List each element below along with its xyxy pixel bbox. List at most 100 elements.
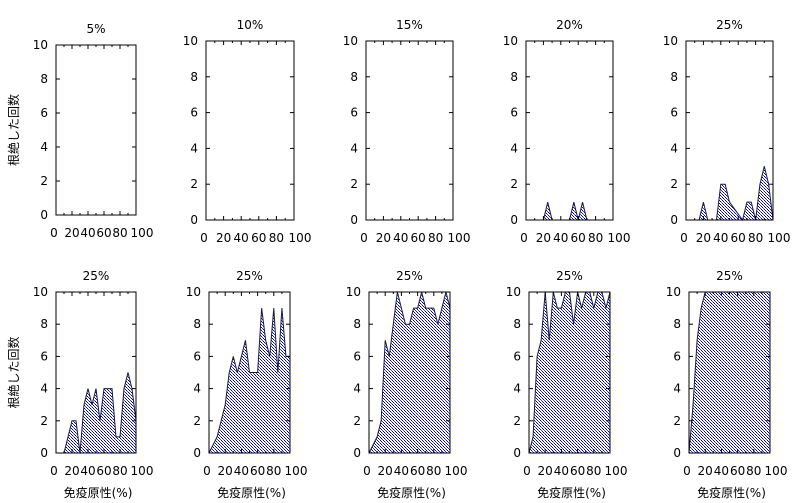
y-tick-label: 2 (40, 174, 48, 188)
x-tick-label: 100 (765, 464, 788, 478)
x-tick-label: 0 (360, 231, 368, 245)
x-tick-label: 0 (50, 226, 58, 240)
subplot-title: 25% (716, 269, 743, 283)
y-tick-label: 2 (190, 177, 198, 191)
x-tick-label: 60 (250, 464, 265, 478)
x-tick-label: 40 (393, 231, 408, 245)
x-tick-label: 60 (570, 464, 585, 478)
y-tick-label: 8 (350, 70, 358, 84)
y-tick-label: 10 (33, 285, 48, 299)
x-tick-label: 80 (588, 231, 603, 245)
y-tick-label: 8 (510, 70, 518, 84)
y-tick-label: 4 (350, 141, 358, 155)
y-tick-label: 6 (673, 349, 681, 363)
x-tick-label: 80 (269, 231, 284, 245)
y-tick-label: 10 (506, 285, 521, 299)
x-tick-label: 100 (289, 231, 312, 245)
y-tick-label: 6 (40, 106, 48, 120)
y-tick-label: 4 (513, 382, 521, 396)
x-tick-label: 20 (378, 464, 393, 478)
x-tick-label: 100 (445, 464, 468, 478)
x-tick-label: 0 (683, 464, 691, 478)
plot-frame (365, 40, 454, 221)
y-tick-label: 2 (510, 177, 518, 191)
y-tick-label: 0 (40, 446, 48, 460)
x-tick-label: 20 (216, 231, 231, 245)
x-axis-label: 免疫原性(%) (377, 485, 446, 500)
y-tick-label: 8 (673, 317, 681, 331)
x-tick-label: 40 (554, 464, 569, 478)
y-tick-label: 8 (193, 317, 201, 331)
x-tick-label: 20 (64, 464, 79, 478)
y-tick-label: 4 (353, 382, 361, 396)
y-tick-label: 2 (40, 414, 48, 428)
x-tick-label: 80 (586, 464, 601, 478)
x-tick-label: 80 (112, 226, 127, 240)
x-tick-label: 40 (553, 231, 568, 245)
y-tick-label: 8 (40, 317, 48, 331)
plot-frame (205, 40, 295, 221)
x-tick-label: 20 (698, 464, 713, 478)
y-tick-label: 4 (673, 382, 681, 396)
subplot-title: 10% (237, 18, 264, 32)
y-tick-label: 0 (350, 213, 358, 227)
plot-frame (55, 44, 137, 216)
x-tick-label: 0 (680, 231, 688, 245)
x-tick-label: 100 (448, 231, 471, 245)
x-tick-label: 80 (266, 464, 281, 478)
y-tick-label: 10 (666, 285, 681, 299)
area-fill (369, 292, 450, 453)
x-tick-label: 80 (112, 464, 127, 478)
y-tick-label: 10 (33, 38, 48, 52)
y-tick-label: 2 (670, 177, 678, 191)
x-tick-label: 60 (731, 231, 746, 245)
subplot-title: 25% (83, 269, 110, 283)
y-tick-label: 6 (40, 349, 48, 363)
y-tick-label: 8 (40, 72, 48, 86)
y-tick-label: 0 (40, 208, 48, 222)
x-tick-label: 20 (218, 464, 233, 478)
x-tick-label: 20 (696, 231, 711, 245)
x-tick-label: 20 (536, 231, 551, 245)
x-tick-label: 60 (730, 464, 745, 478)
area-fill (686, 166, 773, 220)
area-fill (689, 292, 770, 453)
x-tick-label: 40 (394, 464, 409, 478)
subplot-title: 5% (86, 22, 105, 36)
x-tick-label: 80 (426, 464, 441, 478)
y-axis-label: 根絶した回数 (6, 336, 21, 408)
y-tick-label: 6 (193, 349, 201, 363)
x-tick-label: 60 (411, 231, 426, 245)
area-fill (56, 372, 136, 453)
x-tick-label: 100 (608, 231, 631, 245)
x-tick-label: 80 (748, 231, 763, 245)
y-tick-label: 4 (510, 141, 518, 155)
y-tick-label: 6 (353, 349, 361, 363)
y-tick-label: 0 (670, 213, 678, 227)
area-line (368, 291, 451, 454)
y-tick-label: 10 (183, 34, 198, 48)
x-tick-label: 20 (64, 226, 79, 240)
subplot-title: 25% (236, 269, 263, 283)
x-tick-label: 0 (200, 231, 208, 245)
y-tick-label: 0 (510, 213, 518, 227)
x-tick-label: 60 (410, 464, 425, 478)
y-tick-label: 6 (350, 106, 358, 120)
x-tick-label: 60 (96, 226, 111, 240)
x-tick-label: 60 (571, 231, 586, 245)
x-tick-label: 100 (131, 464, 154, 478)
x-tick-label: 100 (285, 464, 308, 478)
y-tick-label: 2 (350, 177, 358, 191)
y-tick-label: 8 (513, 317, 521, 331)
area-line (526, 201, 613, 221)
area-line (56, 372, 137, 454)
x-tick-label: 0 (523, 464, 531, 478)
